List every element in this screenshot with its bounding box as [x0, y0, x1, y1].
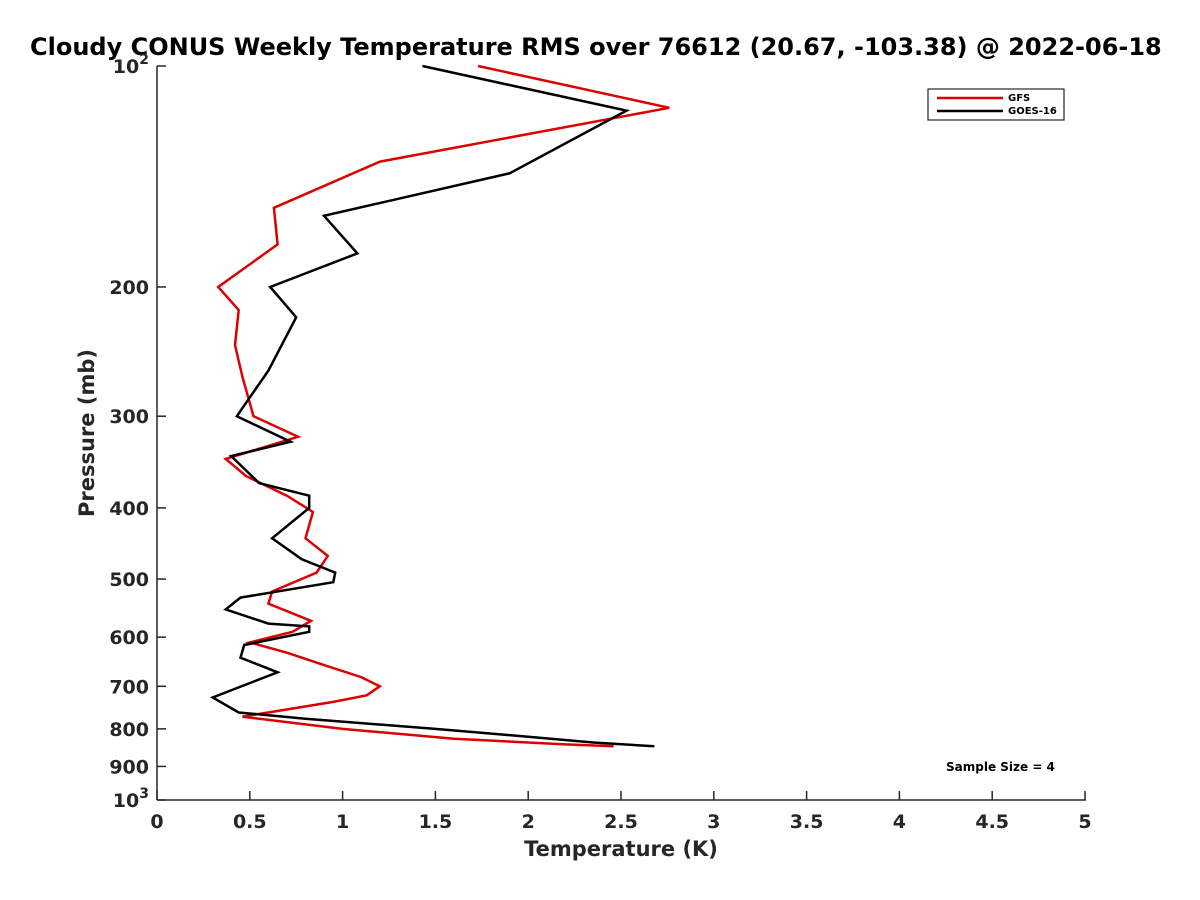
legend-box [927, 88, 1065, 121]
y-axis-label: Pressure (mb) [75, 349, 99, 517]
y-tick-label: 500 [109, 569, 149, 591]
series-line-goes-16 [209, 64, 655, 748]
x-tick-label: 4.5 [975, 811, 1009, 833]
x-tick-label: 3 [707, 811, 720, 833]
x-tick-label: 3.5 [790, 811, 824, 833]
x-tick-label: 1.5 [419, 811, 453, 833]
y-tick-label: 300 [109, 406, 149, 428]
y-tick-label: 900 [109, 756, 149, 778]
plot-lines [209, 64, 670, 748]
y-tick-label: 700 [109, 676, 149, 698]
legend-label-gfs: GFS [1008, 93, 1030, 104]
y-tick-label: 600 [109, 627, 149, 649]
x-tick-label: 0 [150, 811, 163, 833]
chart-title: Cloudy CONUS Weekly Temperature RMS over… [30, 33, 1162, 61]
x-tick-label: 1 [336, 811, 349, 833]
sample-size-annotation: Sample Size = 4 [946, 760, 1055, 774]
series-line-gfs [216, 64, 670, 748]
x-tick-label: 0.5 [233, 811, 267, 833]
x-tick-label: 2.5 [604, 811, 638, 833]
x-tick-label: 5 [1078, 811, 1091, 833]
x-ticks: 0 0.5 1 1.5 2 2.5 3 3.5 4 4.5 5 [150, 791, 1092, 833]
legend: GFS GOES-16 [927, 88, 1065, 121]
x-axis-label: Temperature (K) [524, 837, 718, 861]
x-tick-label: 4 [893, 811, 906, 833]
y-tick-label: 102 [113, 52, 149, 78]
legend-label-goes-16: GOES-16 [1008, 106, 1057, 117]
y-ticks: 102 200 300 400 500 600 700 800 900 103 [109, 52, 166, 812]
y-tick-label: 400 [109, 498, 149, 520]
y-tick-label: 800 [109, 719, 149, 741]
y-tick-label: 200 [109, 277, 149, 299]
y-tick-label: 103 [113, 786, 149, 812]
x-tick-label: 2 [522, 811, 535, 833]
